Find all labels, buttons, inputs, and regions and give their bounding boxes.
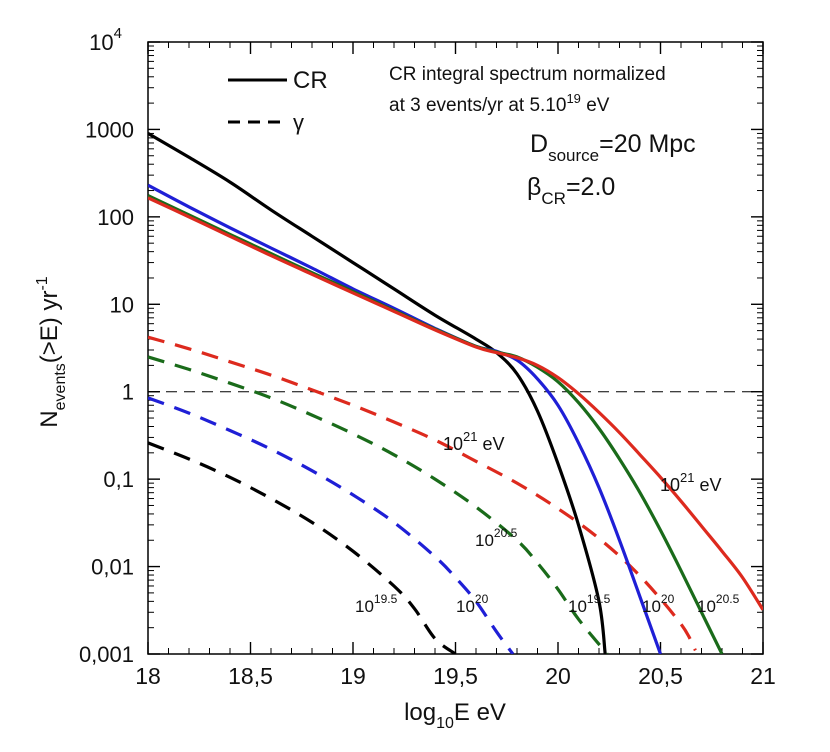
series-cr-1 [148,183,663,654]
y-axis-label: Nevents(>E) yr-1 [34,276,69,427]
beta-label: βCR=2.0 [527,173,615,208]
curve-label-cr-20: 1020 [642,592,675,616]
x-tick-label: 18 [135,663,161,689]
y-tick-label: 10 [110,292,134,317]
curve-label-gamma-20: 1020 [456,592,489,616]
y-tick-label: 0,01 [91,555,134,580]
curve-label-cr-21: 1021 eV [660,470,722,495]
x-axis-label: log10E eV [404,699,506,732]
legend-gamma-label: γ [293,110,304,135]
x-tick-label: 19 [340,663,366,689]
curve-label-gamma-21: 1021 eV [443,429,505,454]
curve-label-gamma-20-5: 1020.5 [475,526,518,550]
curve-label-cr-20-5: 1020.5 [697,592,740,616]
y-tick-label: 1000 [85,117,134,142]
x-tick-label: 20 [545,663,571,689]
x-tick-label: 19,5 [433,663,478,689]
legend: CR γ [228,67,328,135]
y-tick-label: 1 [122,380,134,405]
x-tick-label: 20,5 [638,663,683,689]
curve-label-gamma-19-5: 1019.5 [355,592,398,616]
x-tick-label: 18,5 [228,663,273,689]
y-tick-labels: 104 1000 100 10 1 0,1 0,01 0,001 [79,25,134,667]
dsource-label: Dsource=20 Mpc [530,130,696,165]
y-tick-label: 0,001 [79,642,134,667]
series-cr-3 [148,196,763,611]
series-group [148,132,763,654]
series-gamma-6 [148,355,609,654]
x-tick-label: 21 [750,663,776,689]
note-line2: at 3 events/yr at 5.1019 eV [389,91,610,116]
y-tick-label: 104 [89,25,122,55]
x-tick-labels: 18 18,5 19 19,5 20 20,5 21 [135,663,776,689]
y-tick-label: 0,1 [103,467,134,492]
legend-cr-label: CR [293,67,328,94]
note-line1: CR integral spectrum normalized [389,64,666,85]
series-cr-0 [148,132,607,654]
series-gamma-5 [148,396,515,654]
series-gamma-4 [148,441,457,654]
curve-label-cr-19-5: 1019.5 [568,592,611,616]
y-tick-label: 100 [97,205,134,230]
